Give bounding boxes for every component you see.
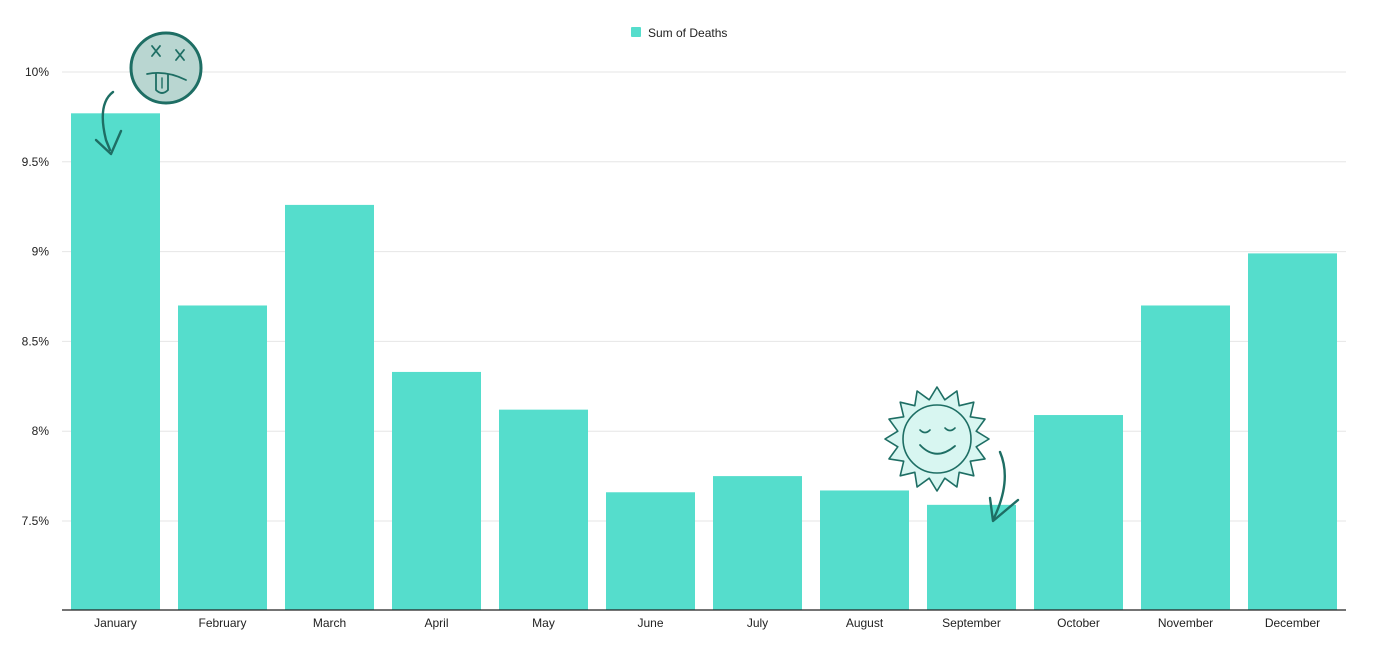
y-tick-label: 8% <box>32 424 50 438</box>
x-tick-label: December <box>1265 616 1320 630</box>
bar-may[interactable] <box>499 409 588 610</box>
x-tick-label: October <box>1057 616 1100 630</box>
y-tick-label: 10% <box>25 65 49 79</box>
x-tick-label: April <box>424 616 448 630</box>
bar-november[interactable] <box>1141 305 1230 610</box>
x-tick-label: January <box>94 616 137 630</box>
legend[interactable]: Sum of Deaths <box>631 26 727 40</box>
bar-april[interactable] <box>392 371 481 610</box>
legend-swatch <box>631 27 641 37</box>
y-axis: 7.5% 8% 8.5% 9% 9.5% 10% <box>22 65 50 528</box>
gridlines <box>62 71 1346 522</box>
y-tick-label: 7.5% <box>22 514 50 528</box>
x-tick-label: May <box>532 616 555 630</box>
x-tick-label: July <box>747 616 768 630</box>
y-tick-label: 9% <box>32 245 50 259</box>
bar-august[interactable] <box>820 490 909 610</box>
x-tick-label: November <box>1158 616 1213 630</box>
x-tick-label: February <box>198 616 246 630</box>
bar-july[interactable] <box>713 476 802 610</box>
bar-january[interactable] <box>71 113 160 611</box>
x-tick-label: September <box>942 616 1001 630</box>
bar-february[interactable] <box>178 305 267 610</box>
x-axis: January February March April May June July Augu… <box>94 616 1320 630</box>
legend-label: Sum of Deaths <box>648 26 727 40</box>
bar-december[interactable] <box>1248 253 1337 610</box>
dead-face-icon <box>94 31 203 156</box>
smiling-sun-icon <box>884 386 1020 523</box>
x-tick-label: June <box>637 616 663 630</box>
bar-october[interactable] <box>1034 415 1123 610</box>
bars <box>71 113 1337 611</box>
bar-march[interactable] <box>285 204 374 611</box>
y-tick-label: 8.5% <box>22 334 50 348</box>
bar-june[interactable] <box>606 492 695 610</box>
bar-september[interactable] <box>927 504 1016 610</box>
x-tick-label: August <box>846 616 884 630</box>
x-tick-label: March <box>313 616 346 630</box>
y-tick-label: 9.5% <box>22 155 50 169</box>
